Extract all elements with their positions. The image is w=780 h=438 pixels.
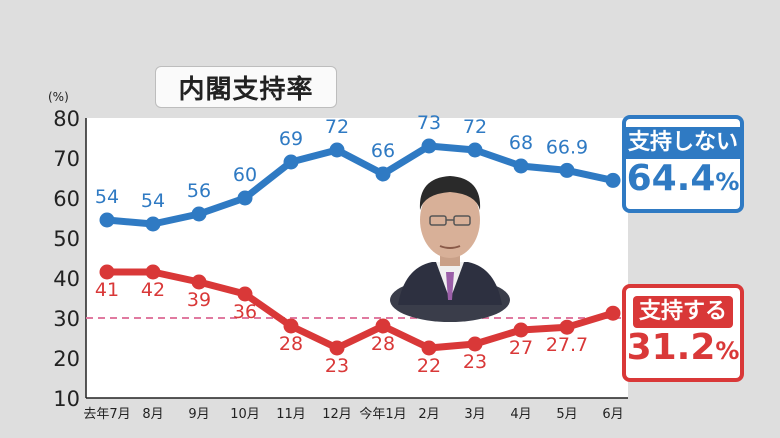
data-point (421, 138, 437, 154)
data-label: 28 (279, 333, 303, 355)
legend-disapprove: 支持しない 64.4% (622, 115, 745, 213)
data-label: 60 (233, 164, 257, 186)
x-tick-label: 5月 (556, 407, 577, 422)
data-point (513, 322, 529, 338)
data-point (99, 264, 115, 280)
legend-approve-value: 31.2% (626, 326, 740, 368)
data-point (375, 318, 391, 334)
data-label: 66.9 (546, 136, 588, 158)
data-point (191, 206, 207, 222)
data-label: 56 (187, 180, 211, 202)
data-label: 66 (371, 140, 395, 162)
y-tick-label: 30 (53, 307, 80, 331)
data-point (145, 216, 161, 232)
y-tick-label: 60 (53, 187, 80, 211)
series-approve: 41 42 39 36 28 23 28 22 23 27 27.7 (95, 264, 621, 377)
data-point (99, 212, 115, 228)
data-label: 72 (463, 116, 487, 138)
legend-disapprove-value: 64.4% (626, 157, 740, 199)
data-point (605, 305, 621, 321)
data-point (605, 172, 621, 188)
data-label: 54 (141, 190, 165, 212)
series-layer: 54 54 56 60 69 72 66 73 72 68 66.9 41 42 39 36 28 23 28 22… (95, 112, 621, 377)
data-label: 68 (509, 132, 533, 154)
data-label: 36 (233, 301, 257, 323)
y-tick-label: 10 (53, 387, 80, 411)
y-axis-unit: (%) (48, 90, 69, 104)
legend-disapprove-label: 支持しない (622, 126, 745, 159)
data-point (329, 142, 345, 158)
y-tick-label: 70 (53, 147, 80, 171)
series-disapprove: 54 54 56 60 69 72 66 73 72 68 66.9 (95, 112, 621, 232)
y-tick-label: 50 (53, 227, 80, 251)
data-label: 69 (279, 128, 303, 150)
data-point (421, 340, 437, 356)
x-tick-label: 2月 (418, 407, 439, 422)
data-point (467, 142, 483, 158)
data-point (559, 162, 575, 178)
data-label: 23 (325, 355, 349, 377)
data-point (513, 158, 529, 174)
data-label: 39 (187, 289, 211, 311)
x-tick-label: 8月 (142, 407, 163, 422)
x-tick-label: 6月 (602, 407, 623, 422)
y-tick-label: 80 (53, 107, 80, 131)
data-label: 41 (95, 279, 119, 301)
legend-approve: 支持する 31.2% (622, 284, 744, 382)
data-point (145, 264, 161, 280)
data-point (467, 336, 483, 352)
x-tick-label: 10月 (230, 407, 260, 422)
data-label: 54 (95, 186, 119, 208)
series-line (103, 268, 617, 352)
data-label: 27.7 (546, 334, 588, 356)
data-label: 27 (509, 337, 533, 359)
x-axis: 去年7月 8月 9月 10月 11月 12月 今年1月 2月 3月 4月 5月 6月 (83, 397, 628, 422)
data-point (191, 274, 207, 290)
data-label: 72 (325, 116, 349, 138)
legend-approve-label: 支持する (632, 295, 733, 328)
series-line (103, 142, 617, 228)
data-label: 73 (417, 112, 441, 134)
data-point (375, 166, 391, 182)
data-point (283, 318, 299, 334)
x-tick-label: 去年7月 (83, 407, 130, 422)
data-label: 42 (141, 279, 165, 301)
data-point (329, 340, 345, 356)
data-point (283, 154, 299, 170)
data-label: 28 (371, 333, 395, 355)
prime-minister-portrait (390, 176, 510, 322)
x-tick-label: 4月 (510, 407, 531, 422)
y-tick-label: 20 (53, 347, 80, 371)
data-point (237, 190, 253, 206)
y-axis: 80 70 60 50 40 30 20 10 (53, 107, 87, 411)
x-tick-label: 11月 (276, 407, 306, 422)
chart-title: 内閣支持率 (155, 66, 337, 108)
data-label: 23 (463, 351, 487, 373)
y-tick-label: 40 (53, 267, 80, 291)
data-point (559, 319, 575, 335)
x-tick-label: 9月 (188, 407, 209, 422)
x-tick-label: 3月 (464, 407, 485, 422)
x-tick-label: 今年1月 (359, 406, 406, 422)
data-point (237, 286, 253, 302)
data-label: 22 (417, 355, 441, 377)
x-tick-label: 12月 (322, 407, 352, 422)
